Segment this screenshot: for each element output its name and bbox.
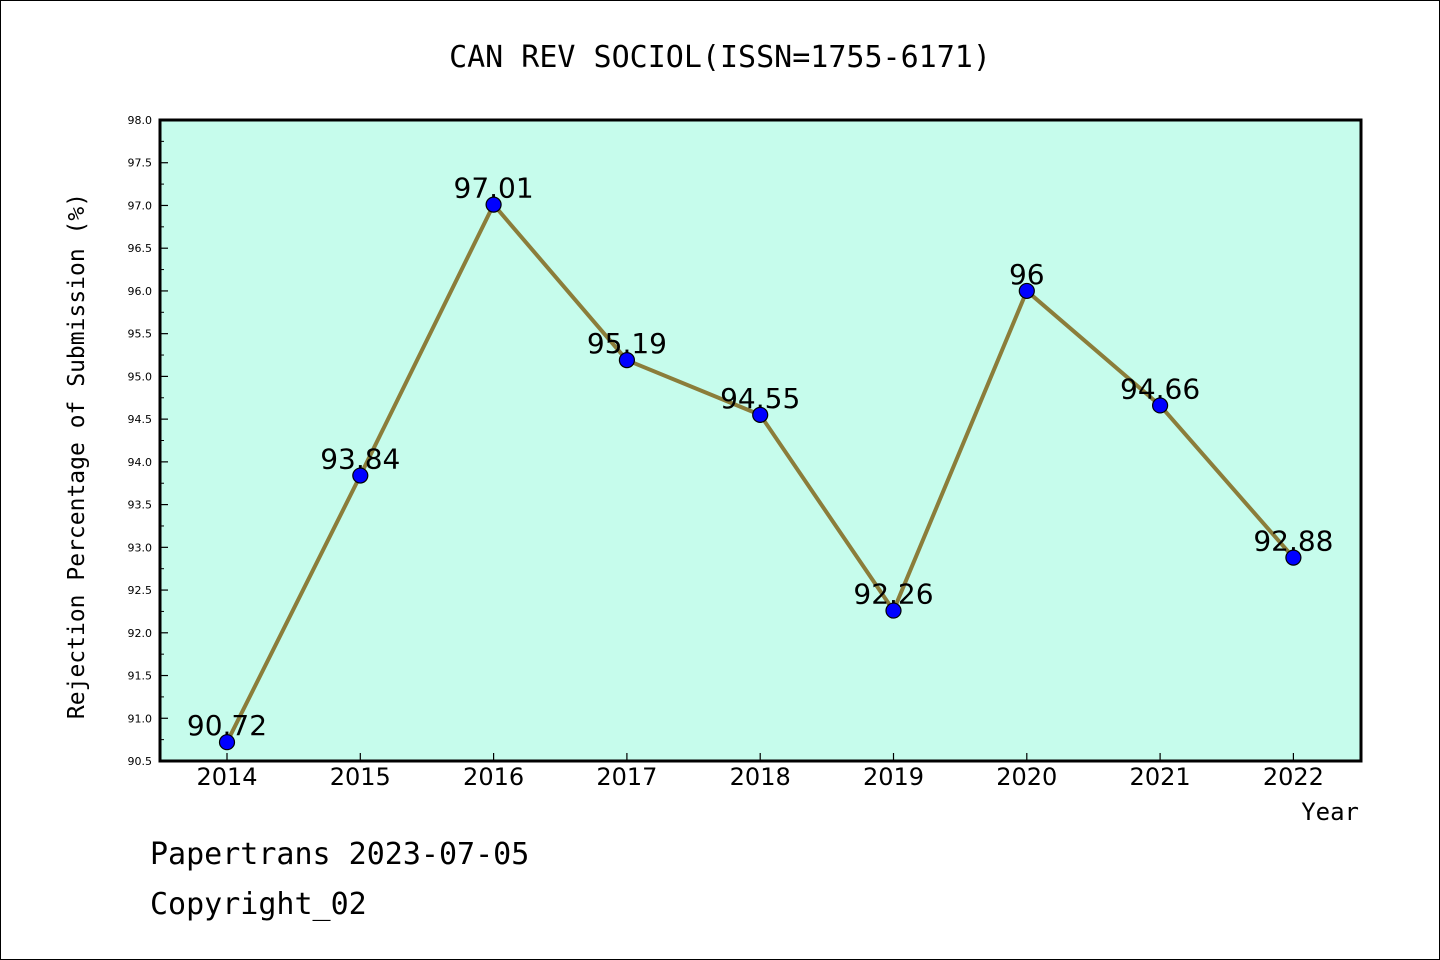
- data-point: [352, 467, 369, 484]
- y-tick-label: 95.0: [128, 370, 153, 383]
- x-tick-label: 2016: [463, 763, 524, 791]
- y-tick-label: 91.5: [128, 670, 153, 683]
- data-label: 96: [1009, 258, 1045, 291]
- y-axis: 90.5 91.0 91.5 92.0 92.5 93.0 93.5 94.0 94.5 95.0…: [128, 114, 168, 768]
- y-tick-label: 92.0: [128, 627, 153, 640]
- y-tick-label: 93.5: [128, 499, 153, 512]
- plot-area: [158, 118, 1363, 763]
- x-axis-label: Year: [1301, 798, 1359, 826]
- y-tick-label: 94.0: [128, 456, 153, 469]
- data-label: 92.88: [1253, 525, 1333, 558]
- data-point: [1285, 549, 1302, 566]
- footer-copyright: Copyright_02: [150, 887, 367, 922]
- y-tick-label: 94.5: [128, 413, 153, 426]
- data-label: 92.26: [853, 578, 933, 611]
- x-tick-label: 2015: [330, 763, 391, 791]
- x-tick-label: 2018: [730, 763, 791, 791]
- data-point: [1151, 397, 1169, 414]
- x-tick-label: 2020: [996, 763, 1057, 791]
- data-point: [885, 602, 902, 619]
- data-label: 97.01: [454, 172, 534, 205]
- x-tick-label: 2019: [863, 763, 924, 791]
- data-point: [1018, 282, 1035, 300]
- x-tick-label: 2014: [196, 763, 257, 791]
- x-axis: 2014 2015 2016 2017 2018 2019 2020 2021 2022: [196, 753, 1324, 791]
- data-point: [618, 352, 636, 369]
- y-tick-label: 98.0: [128, 114, 153, 127]
- y-tick-label: 95.5: [128, 328, 153, 341]
- x-tick-label: 2017: [596, 763, 657, 791]
- footer-date: Papertrans 2023-07-05: [150, 837, 529, 872]
- y-axis-label: Rejection Percentage of Submission (%): [64, 193, 90, 719]
- x-tick-label: 2021: [1130, 763, 1191, 791]
- data-label: 93.84: [320, 443, 400, 476]
- data-point: [218, 734, 236, 751]
- y-tick-label: 97.5: [128, 157, 153, 170]
- y-tick-label: 93.0: [128, 541, 153, 554]
- data-label: 90.72: [187, 709, 267, 742]
- data-label: 94.55: [720, 382, 800, 415]
- chart-title: CAN REV SOCIOL(ISSN=1755-6171): [449, 40, 991, 75]
- x-tick-label: 2022: [1263, 763, 1324, 791]
- y-tick-label: 96.5: [128, 242, 153, 255]
- data-label: 95.19: [587, 327, 667, 360]
- y-tick-label: 97.0: [128, 199, 153, 212]
- series-line-group: 90.72 93.84 97.01 95.19 94.55 92.26 96 94.66 92.…: [187, 172, 1333, 751]
- y-tick-label: 92.5: [128, 584, 153, 597]
- data-point: [752, 406, 769, 423]
- y-tick-label: 91.0: [128, 712, 153, 725]
- y-tick-label: 90.5: [128, 755, 153, 768]
- data-point: [485, 196, 502, 213]
- data-label: 94.66: [1120, 372, 1200, 405]
- y-tick-label: 96.0: [128, 285, 153, 298]
